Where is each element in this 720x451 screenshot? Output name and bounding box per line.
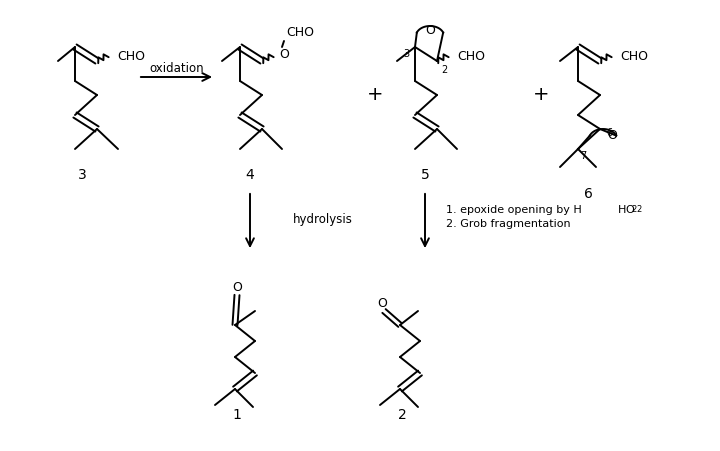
Text: +: + <box>366 85 383 104</box>
Text: CHO: CHO <box>286 25 314 38</box>
Text: CHO: CHO <box>117 51 145 63</box>
Text: CHO: CHO <box>457 51 485 63</box>
Text: 5: 5 <box>420 168 429 182</box>
Text: 6: 6 <box>584 187 593 201</box>
Text: O: O <box>625 205 634 215</box>
Text: 1. epoxide opening by H: 1. epoxide opening by H <box>446 205 582 215</box>
Text: 2: 2 <box>397 407 406 421</box>
Text: O: O <box>607 129 617 142</box>
Text: 4: 4 <box>246 168 254 182</box>
Text: O: O <box>377 297 387 310</box>
Text: 6: 6 <box>606 128 612 138</box>
Text: O: O <box>425 24 435 37</box>
Text: +: + <box>533 85 549 104</box>
Text: 2: 2 <box>631 205 636 214</box>
Text: oxidation: oxidation <box>150 61 204 74</box>
Text: 3: 3 <box>78 168 86 182</box>
Text: 2: 2 <box>636 205 642 214</box>
Text: O: O <box>232 281 242 294</box>
Text: hydrolysis: hydrolysis <box>293 213 353 226</box>
Text: 3: 3 <box>403 49 409 59</box>
Text: 1: 1 <box>233 407 241 421</box>
Text: 2. Grob fragmentation: 2. Grob fragmentation <box>446 219 571 229</box>
Text: O: O <box>279 48 289 61</box>
Text: CHO: CHO <box>620 51 648 63</box>
Text: H: H <box>618 205 626 215</box>
Text: 7: 7 <box>580 151 586 161</box>
Text: 2: 2 <box>441 65 447 75</box>
